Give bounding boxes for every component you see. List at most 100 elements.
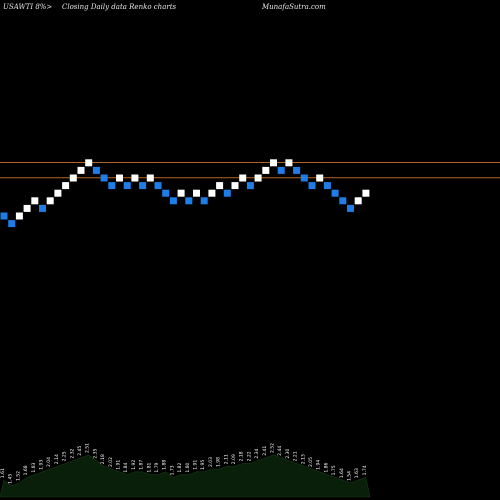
- volume-label: 1.87: [139, 460, 145, 470]
- renko-brick-up: [193, 189, 200, 197]
- volume-label: 2.51: [85, 443, 91, 453]
- renko-brick-down: [139, 182, 147, 190]
- renko-brick-down: [277, 166, 285, 174]
- volume-label: 1.92: [131, 460, 137, 470]
- renko-brick-up: [262, 166, 270, 174]
- renko-brick-down: [39, 204, 46, 212]
- renko-brick-down: [200, 197, 208, 205]
- renko-brick-down: [162, 189, 170, 197]
- renko-brick-down: [246, 182, 254, 190]
- renko-brick-down: [185, 197, 193, 205]
- renko-brick-up: [69, 174, 77, 182]
- volume-label: 2.21: [293, 451, 299, 461]
- volume-label: 1.88: [162, 460, 168, 470]
- renko-brick-up: [239, 174, 247, 182]
- volume-label: 2.05: [308, 457, 314, 467]
- volume-label: 1.45: [8, 474, 14, 484]
- renko-brick-down: [223, 189, 231, 197]
- renko-brick-up: [85, 159, 93, 167]
- volume-label: 1.75: [331, 465, 337, 475]
- renko-brick-up: [231, 182, 239, 190]
- volume-label: 2.45: [77, 446, 83, 456]
- volume-label: 2.41: [262, 446, 268, 456]
- volume-label: 1.81: [146, 462, 152, 472]
- renko-brick-down: [347, 204, 354, 212]
- renko-brick-up: [23, 204, 31, 212]
- reference-lines: [0, 162, 500, 179]
- volume-label: 1.64: [339, 468, 345, 478]
- renko-brick-down: [331, 189, 339, 197]
- volume-label: 1.68: [23, 465, 29, 475]
- volume-label: 1.94: [316, 460, 322, 470]
- volume-label: 2.03: [208, 457, 214, 467]
- volume-label: 1.91: [116, 460, 122, 470]
- renko-brick-up: [354, 197, 362, 205]
- volume-label: 1.61: [0, 468, 6, 478]
- volume-label: 2.02: [108, 457, 114, 467]
- volume-label: 1.80: [185, 462, 191, 472]
- renko-brick-down: [300, 174, 308, 182]
- renko-brick-down: [293, 166, 301, 174]
- volume-label: 2.13: [300, 454, 306, 464]
- renko-brick-up: [316, 174, 324, 182]
- chart-symbol: USAWTI 8%>: [3, 3, 53, 11]
- renko-brick-up: [31, 197, 39, 205]
- renko-brick-up: [77, 166, 85, 174]
- renko-brick-down: [92, 166, 100, 174]
- renko-brick-down: [100, 174, 108, 182]
- volume-label: 1.82: [177, 462, 183, 472]
- renko-brick-up: [131, 174, 139, 182]
- renko-brick-down: [0, 212, 8, 220]
- renko-brick-up: [208, 189, 216, 197]
- volume-label: 1.83: [31, 462, 37, 472]
- renko-brick-up: [285, 159, 293, 167]
- renko-brick-down: [123, 182, 131, 190]
- volume-label: 1.54: [347, 471, 353, 481]
- renko-brick-up: [177, 189, 185, 197]
- renko-brick-down: [154, 182, 162, 190]
- renko-brick-down: [308, 182, 316, 190]
- volume-label: 2.04: [46, 457, 52, 467]
- volume-label: 1.73: [169, 465, 175, 475]
- volume-label: 1.79: [154, 462, 160, 472]
- renko-brick-up: [46, 197, 54, 205]
- volume-label: 1.98: [216, 457, 222, 467]
- renko-brick-down: [339, 197, 347, 205]
- volume-label: 1.74: [362, 465, 368, 475]
- volume-label: 2.34: [254, 448, 260, 458]
- volume-label: 1.52: [15, 471, 21, 481]
- renko-bricks: [0, 159, 370, 228]
- volume-label: 2.52: [270, 443, 276, 453]
- volume-label: 2.35: [92, 448, 98, 458]
- volume-label: 1.86: [323, 462, 329, 472]
- volume-labels: 1.611.45 1.521.68 1.83 1.93 2.04 2.14 2.25 2.32…: [0, 443, 368, 484]
- renko-brick-up: [146, 174, 154, 182]
- brand-watermark: MunafaSutra.com: [262, 3, 326, 11]
- renko-brick-up: [270, 159, 277, 167]
- volume-label: 2.09: [231, 454, 237, 464]
- volume-label: 2.30: [285, 448, 291, 458]
- volume-label: 1.91: [193, 460, 199, 470]
- volume-label: 2.14: [54, 454, 60, 464]
- volume-label: 1.84: [123, 462, 129, 472]
- volume-label: 2.22: [246, 451, 252, 461]
- renko-brick-up: [362, 189, 370, 197]
- renko-brick-down: [108, 182, 116, 190]
- volume-label: 1.93: [39, 460, 45, 470]
- volume-label: 2.32: [69, 448, 75, 458]
- volume-area: [0, 454, 371, 498]
- chart-description: Closing Daily data Renko charts: [62, 3, 177, 11]
- volume-label: 2.18: [239, 451, 245, 461]
- renko-brick-up: [116, 174, 123, 182]
- renko-brick-up: [54, 189, 62, 197]
- volume-label: 2.18: [100, 454, 106, 464]
- renko-brick-down: [323, 182, 331, 190]
- renko-brick-down: [169, 197, 177, 205]
- renko-brick-up: [15, 212, 23, 220]
- renko-brick-up: [216, 182, 224, 190]
- renko-brick-up: [254, 174, 262, 182]
- renko-brick-down: [8, 220, 16, 228]
- volume-label: 2.11: [223, 454, 229, 464]
- volume-label: 1.63: [354, 468, 360, 478]
